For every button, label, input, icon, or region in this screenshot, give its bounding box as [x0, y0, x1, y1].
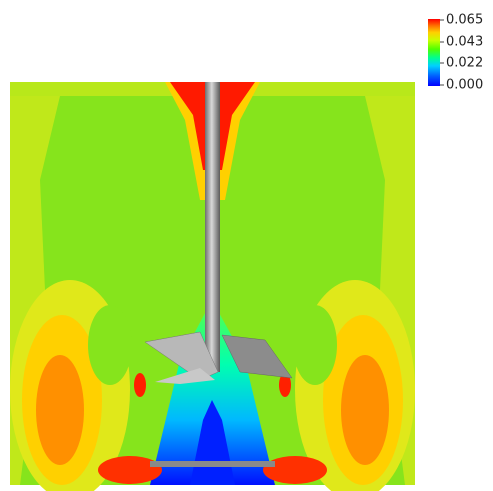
page: {"colorbar": {"lim": [0, 0.065], "ticks"…	[0, 0, 493, 491]
colorbar: 0.065 0.043 0.022 0.000	[428, 13, 483, 93]
colorbar-tick-label: 0.000	[446, 78, 483, 93]
colorbar-tick-label: 0.065	[446, 13, 483, 28]
figure: 0.065 0.043 0.022 0.000	[0, 0, 493, 491]
colorbar-tick-label: 0.022	[446, 56, 483, 71]
colorbar-scale	[428, 19, 440, 86]
colorbar-tick-label: 0.043	[446, 35, 483, 50]
